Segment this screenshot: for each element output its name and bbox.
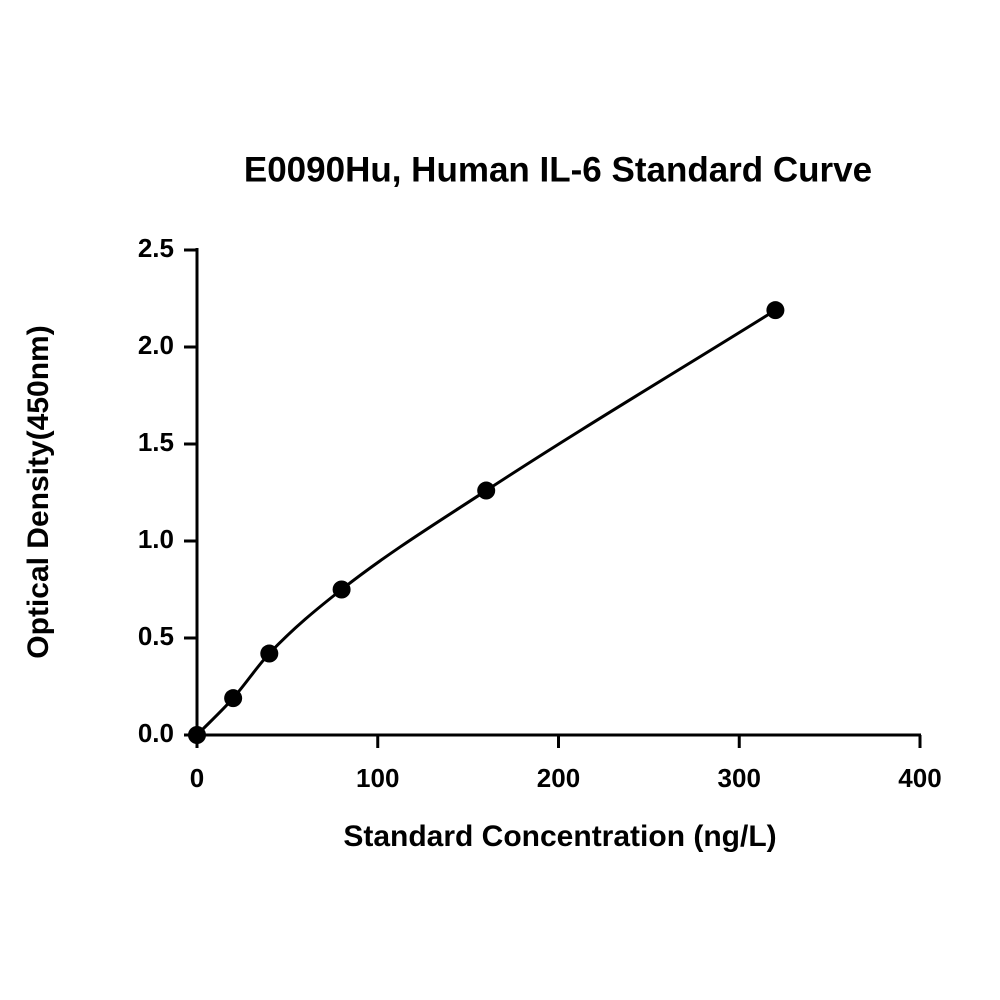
y-tick-label: 1.0 <box>138 524 174 554</box>
x-tick-label: 300 <box>718 763 761 793</box>
y-tick-label: 0.0 <box>138 718 174 748</box>
data-point <box>766 301 785 320</box>
x-tick-label: 200 <box>537 763 580 793</box>
x-axis-label: Standard Concentration (ng/L) <box>343 820 776 853</box>
y-tick-label: 0.5 <box>138 621 174 651</box>
data-point <box>332 580 351 599</box>
data-point <box>260 644 279 663</box>
data-point <box>477 481 496 500</box>
data-point <box>188 726 206 744</box>
chart-title: E0090Hu, Human IL-6 Standard Curve <box>244 150 872 189</box>
data-point <box>224 689 243 708</box>
y-tick-label: 2.5 <box>138 233 174 263</box>
x-tick-label: 400 <box>898 763 941 793</box>
x-tick-label: 100 <box>356 763 399 793</box>
y-tick-label: 2.0 <box>138 330 174 360</box>
y-axis-label: Optical Density(450nm) <box>22 325 55 658</box>
x-tick-label: 0 <box>190 763 204 793</box>
y-tick-label: 1.5 <box>138 427 174 457</box>
